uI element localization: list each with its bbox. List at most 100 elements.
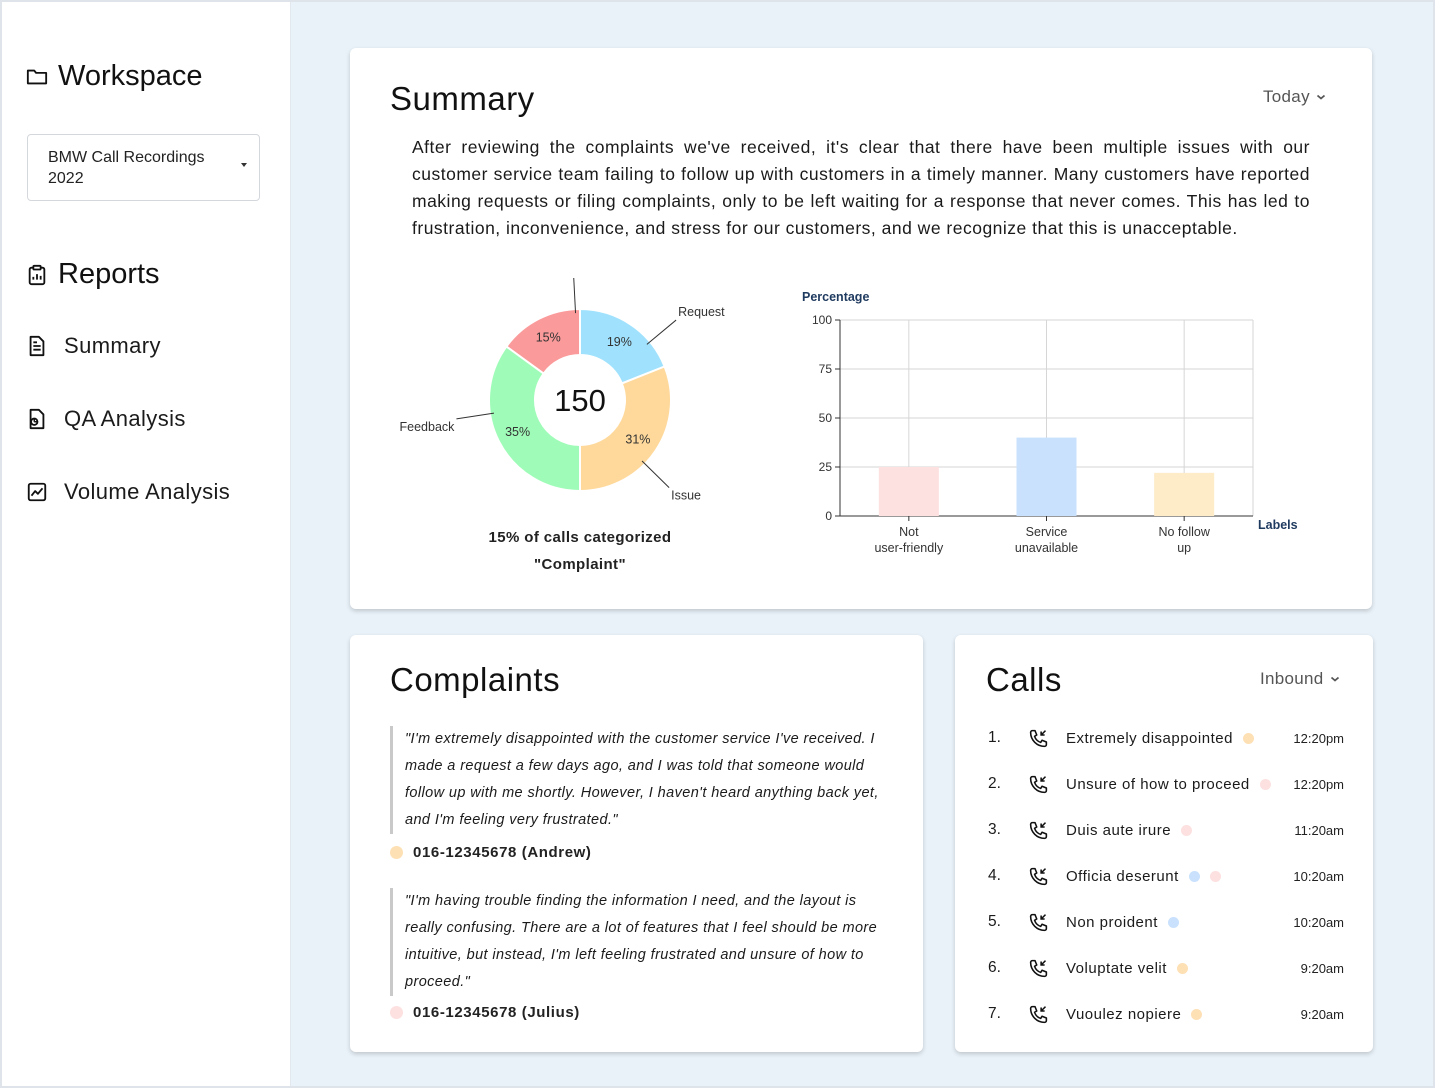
folder-icon	[26, 69, 48, 84]
call-time: 9:20am	[1300, 1006, 1344, 1022]
incoming-call-icon	[1029, 729, 1048, 747]
summary-title: Summary	[390, 80, 535, 117]
y-tick-label: 75	[819, 362, 833, 376]
workspace-heading: Workspace	[26, 60, 203, 93]
callout-line	[641, 460, 670, 488]
call-number: 2.	[988, 775, 1001, 792]
donut-caption-line1: 15% of calls categorized	[488, 529, 672, 546]
nav-item-qa-analysis[interactable]: QA Analysis	[26, 406, 186, 432]
y-tick-label: 100	[812, 313, 832, 327]
call-row[interactable]: 4. Officia deserunt #c9e1fd #fde0e0 10:20am	[988, 861, 1344, 891]
donut-chart: 15%Complaint19%Request31%Issue35%Feedbac…	[400, 278, 725, 503]
nav-item-volume-analysis[interactable]: Volume Analysis	[26, 479, 230, 505]
call-direction-value: Inbound	[1260, 669, 1324, 688]
tag-dot: #fde0e0	[1181, 824, 1193, 836]
call-row[interactable]: 1. Extremely disappointed #fee0b5 12:20pm	[988, 723, 1344, 753]
call-row[interactable]: 3. Duis aute irure #fde0e0 11:20am	[988, 815, 1344, 845]
sidebar: Workspace BMW Call Recordings 2022 Repor…	[0, 0, 291, 1088]
tag-dot: #fee0b5	[1191, 1008, 1203, 1020]
call-label: Duis aute irure	[1066, 821, 1172, 839]
slice-value-label: 35%	[505, 425, 530, 439]
call-icon-wrap	[1028, 728, 1066, 749]
recording-select-value: BMW Call Recordings 2022	[48, 149, 205, 187]
call-number: 5.	[988, 913, 1001, 930]
call-label: Voluptate velit	[1066, 959, 1167, 977]
complaint-quote: "I'm having trouble finding the informat…	[390, 888, 890, 996]
donut-caption-line2: "Complaint"	[534, 556, 626, 573]
complaint-quote: "I'm extremely disappointed with the cus…	[390, 726, 890, 834]
period-dropdown[interactable]: Today	[1263, 87, 1326, 107]
caller-label: 016-12345678 (Julius)	[413, 1004, 580, 1021]
call-label: Extremely disappointed	[1066, 729, 1233, 747]
document-chart-icon	[29, 408, 45, 430]
call-row[interactable]: 2. Unsure of how to proceed #fde0e0 12:20pm	[988, 769, 1344, 799]
slice-value-label: 31%	[625, 432, 650, 446]
document-icon	[29, 335, 45, 357]
bar-chart: 0 25 50 75 100 Not user-friendly Service unavail…	[802, 290, 1298, 555]
callout-line	[646, 319, 677, 345]
call-number: 4.	[988, 867, 1001, 884]
tag-dot: #fee0b5	[1242, 732, 1254, 744]
call-icon-wrap	[1028, 912, 1066, 933]
call-label-wrap: Duis aute irure #fde0e0	[1066, 822, 1274, 839]
donut-slice[interactable]	[488, 345, 581, 493]
period-value: Today	[1263, 87, 1310, 106]
complaints-card: Complaints "I'm extremely disappointed w…	[350, 635, 923, 1052]
call-label-wrap: Non proident #c9e1fd	[1066, 914, 1274, 931]
call-label-wrap: Unsure of how to proceed #fde0e0	[1066, 776, 1274, 793]
complaints-title: Complaints	[390, 661, 561, 698]
bar[interactable]	[1154, 472, 1215, 516]
call-time: 12:20pm	[1293, 730, 1344, 746]
y-tick-label: 25	[819, 460, 833, 474]
tag-dot: #c9e1fd	[1188, 870, 1200, 882]
incoming-call-icon	[1029, 959, 1048, 977]
call-time: 10:20am	[1293, 914, 1344, 930]
call-label: Vuoulez nopiere	[1066, 1005, 1182, 1023]
slice-category-label: Issue	[671, 489, 701, 503]
call-label: Officia deserunt	[1066, 867, 1179, 885]
bar[interactable]	[1016, 437, 1077, 516]
call-row[interactable]: 5. Non proident #c9e1fd 10:20am	[988, 907, 1344, 937]
status-dot	[390, 846, 403, 859]
call-time: 11:20am	[1294, 822, 1344, 838]
calls-card: Calls Inbound 1. Extremely disappointed #f…	[955, 635, 1373, 1052]
recording-select[interactable]: BMW Call Recordings 2022	[27, 134, 260, 201]
donut-slice[interactable]	[579, 365, 672, 493]
call-row[interactable]: 6. Voluptate velit #fee0b5 9:20am	[988, 953, 1344, 983]
x-tick-label: up	[1177, 541, 1191, 555]
call-icon-wrap	[1028, 1004, 1066, 1025]
workspace-title: Workspace	[58, 60, 203, 92]
bar[interactable]	[878, 467, 939, 516]
incoming-call-icon	[1029, 821, 1048, 839]
y-axis-title: Percentage	[802, 290, 869, 304]
call-icon-wrap	[1028, 774, 1066, 795]
incoming-call-icon	[1029, 775, 1048, 793]
call-label: Unsure of how to proceed	[1066, 775, 1250, 793]
tag-dot: #c9e1fd	[1167, 916, 1179, 928]
call-label-wrap: Voluptate velit #fee0b5	[1066, 960, 1274, 977]
nav-item-summary[interactable]: Summary	[26, 333, 161, 359]
x-tick-label: user-friendly	[874, 541, 944, 555]
callout-line	[456, 412, 495, 420]
incoming-call-icon	[1029, 1005, 1048, 1023]
slice-value-label: 19%	[607, 335, 632, 349]
reports-heading: Reports	[26, 258, 160, 291]
line-chart-icon	[27, 482, 47, 502]
call-time: 12:20pm	[1293, 776, 1344, 792]
slice-value-label: 15%	[536, 331, 561, 345]
tag-dot: #fde0e0	[1259, 778, 1271, 790]
x-tick-label: No follow	[1158, 525, 1210, 539]
x-tick-label: unavailable	[1015, 541, 1078, 555]
call-number: 1.	[988, 729, 1001, 746]
tag-dot: #fde0e0	[1209, 870, 1221, 882]
complaint-caller[interactable]: 016-12345678 (Andrew)	[390, 844, 592, 861]
x-axis-title: Labels	[1258, 518, 1298, 532]
nav-item-label: QA Analysis	[64, 406, 186, 431]
call-direction-dropdown[interactable]: Inbound	[1260, 669, 1340, 689]
incoming-call-icon	[1029, 913, 1048, 931]
reports-title: Reports	[58, 258, 160, 290]
complaint-caller[interactable]: 016-12345678 (Julius)	[390, 1004, 580, 1021]
chevron-down-icon	[1316, 94, 1325, 100]
call-row[interactable]: 7. Vuoulez nopiere #fee0b5 9:20am	[988, 999, 1344, 1029]
call-label: Non proident	[1066, 913, 1158, 931]
